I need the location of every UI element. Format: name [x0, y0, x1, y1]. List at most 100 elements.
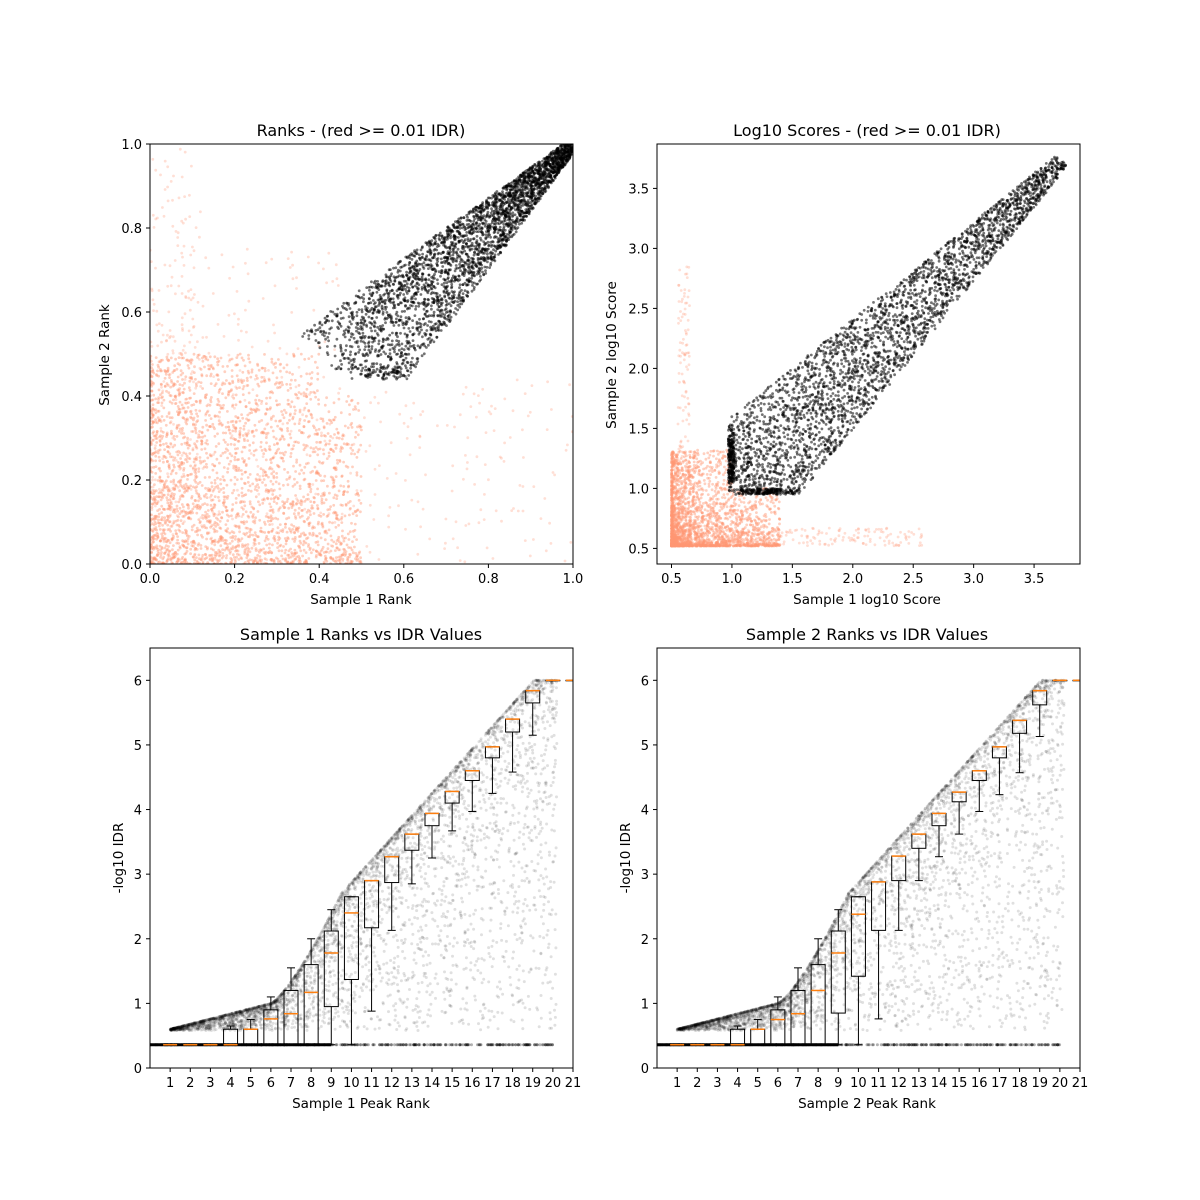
data-point: [269, 406, 272, 410]
data-point: [165, 382, 169, 385]
data-point: [152, 523, 156, 527]
data-point: [213, 512, 217, 516]
data-point: [307, 409, 311, 413]
data-point: [475, 455, 479, 459]
data-point: [510, 509, 514, 512]
data-point: [236, 512, 239, 516]
data-point: [165, 415, 169, 418]
data-point: [210, 454, 214, 458]
data-point: [194, 499, 198, 503]
data-point: [155, 323, 159, 327]
data-point: [182, 451, 186, 455]
data-point: [159, 539, 163, 543]
data-point: [322, 375, 326, 379]
data-point: [176, 388, 180, 392]
data-point: [487, 247, 490, 251]
data-point: [299, 352, 303, 356]
data-point: [186, 484, 189, 488]
data-point: [481, 387, 485, 391]
data-point: [180, 442, 184, 446]
data-point: [298, 484, 302, 488]
data-point: [153, 557, 156, 561]
data-point: [178, 400, 182, 404]
data-point: [338, 458, 342, 462]
data-point: [270, 390, 273, 393]
data-point: [339, 554, 343, 557]
data-point: [193, 552, 197, 556]
data-point: [264, 412, 267, 416]
data-point: [265, 512, 269, 516]
data-point: [219, 454, 223, 458]
data-point: [264, 550, 268, 554]
data-point: [174, 230, 178, 233]
data-point: [327, 528, 331, 532]
data-point: [494, 222, 497, 226]
data-point: [354, 435, 357, 439]
data-point: [251, 441, 255, 445]
data-point: [217, 422, 221, 426]
data-point: [261, 366, 265, 370]
data-point: [154, 489, 158, 493]
data-point: [200, 442, 204, 446]
data-point: [160, 415, 164, 418]
data-point: [172, 497, 176, 500]
data-point: [255, 407, 259, 411]
data-point: [158, 507, 162, 511]
data-point: [177, 528, 181, 532]
data-point: [204, 355, 208, 359]
data-point: [155, 546, 159, 550]
data-point: [212, 527, 216, 531]
data-point: [307, 557, 311, 560]
data-point: [418, 253, 421, 257]
data-point: [170, 538, 174, 542]
data-point: [457, 236, 460, 239]
data-point: [245, 434, 249, 438]
data-point: [213, 530, 217, 534]
data-point: [230, 560, 234, 564]
data-point: [323, 340, 327, 344]
data-point: [234, 393, 238, 397]
data-point: [201, 359, 205, 363]
data-point: [188, 444, 192, 447]
data-point: [205, 515, 209, 519]
data-point: [164, 537, 168, 541]
data-point: [313, 426, 316, 430]
data-point: [284, 450, 287, 454]
data-point: [182, 544, 185, 548]
data-point: [221, 392, 224, 395]
data-point: [153, 514, 157, 518]
data-point: [213, 434, 217, 438]
data-point: [257, 478, 261, 481]
data-point: [298, 546, 302, 550]
data-point: [156, 550, 160, 553]
data-point: [257, 549, 260, 552]
data-point: [270, 257, 274, 261]
data-point: [231, 517, 234, 521]
data-point: [170, 429, 173, 433]
data-point: [291, 500, 295, 504]
data-point: [450, 279, 454, 283]
data-point: [224, 505, 228, 509]
data-point: [240, 469, 243, 472]
data-point: [166, 507, 170, 511]
data-point: [166, 498, 169, 502]
data-point: [190, 164, 193, 168]
data-point: [192, 352, 196, 356]
data-point: [402, 348, 406, 352]
data-point: [205, 335, 208, 339]
data-point: [254, 533, 258, 537]
data-point: [329, 419, 333, 423]
data-point: [182, 544, 186, 548]
data-point: [245, 553, 249, 557]
data-point: [208, 403, 212, 407]
data-point: [244, 470, 248, 474]
data-point: [160, 385, 163, 389]
data-point: [200, 431, 204, 435]
data-point: [310, 416, 314, 420]
data-point: [183, 540, 187, 544]
data-point: [316, 471, 320, 475]
data-point: [348, 320, 352, 323]
data-point: [263, 367, 267, 370]
data-point: [246, 476, 250, 479]
data-point: [180, 475, 184, 479]
